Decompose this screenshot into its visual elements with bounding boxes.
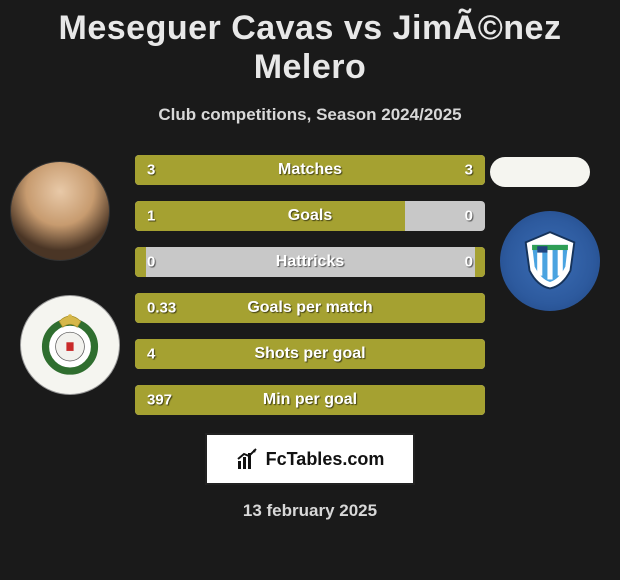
stat-value-right: 0 (465, 254, 473, 271)
stat-value-left: 0.33 (147, 300, 176, 317)
main-area: 3 Matches 3 1 Goals 0 0 Hattricks 0 0.33 Goals per… (0, 155, 620, 415)
club-right-badge (500, 211, 600, 311)
comparison-bars: 3 Matches 3 1 Goals 0 0 Hattricks 0 0.33 Goals per… (135, 155, 485, 415)
stat-value-right: 0 (465, 208, 473, 225)
stat-row: 4 Shots per goal (135, 339, 485, 369)
stat-row: 1 Goals 0 (135, 201, 485, 231)
stat-value-left: 0 (147, 254, 155, 271)
stat-row: 0.33 Goals per match (135, 293, 485, 323)
stat-label: Hattricks (276, 253, 344, 271)
stat-label: Shots per goal (254, 345, 365, 363)
bar-fill-left (135, 201, 405, 231)
brand-box: FcTables.com (205, 433, 415, 485)
date-line: 13 february 2025 (0, 501, 620, 521)
stat-value-left: 397 (147, 392, 172, 409)
stat-value-right: 3 (465, 162, 473, 179)
stat-label: Goals (288, 207, 332, 225)
racing-santander-crest-icon (34, 307, 106, 384)
fctables-logo-icon (236, 447, 260, 471)
brand-text: FcTables.com (266, 449, 385, 470)
player-left-avatar (10, 161, 110, 261)
player-right-pill (490, 157, 590, 187)
stat-label: Min per goal (263, 391, 357, 409)
comparison-infographic: Meseguer Cavas vs JimÃ©nez Melero Club c… (0, 0, 620, 580)
page-title: Meseguer Cavas vs JimÃ©nez Melero (0, 9, 620, 87)
page-subtitle: Club competitions, Season 2024/2025 (0, 105, 620, 125)
stat-value-left: 1 (147, 208, 155, 225)
stat-row: 3 Matches 3 (135, 155, 485, 185)
stat-label: Goals per match (247, 299, 372, 317)
stat-row: 397 Min per goal (135, 385, 485, 415)
stat-value-left: 3 (147, 162, 155, 179)
club-left-badge (20, 295, 120, 395)
stat-value-left: 4 (147, 346, 155, 363)
bar-fill-right (475, 247, 486, 277)
stat-row: 0 Hattricks 0 (135, 247, 485, 277)
stat-label: Matches (278, 161, 342, 179)
bar-fill-left (135, 247, 146, 277)
malaga-crest-icon (518, 227, 582, 296)
